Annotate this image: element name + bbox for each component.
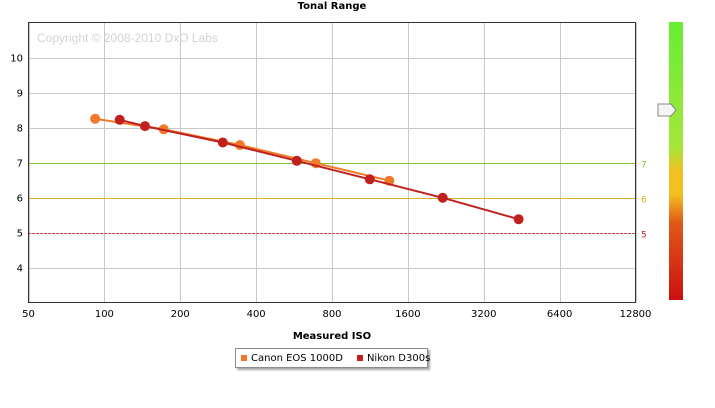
y-tick-label: 10 xyxy=(10,54,23,65)
y-tick-label: 6 xyxy=(17,194,23,205)
chart-title: Tonal Range xyxy=(298,1,367,12)
x-axis-ticks: 50 100 200 400 800 1600 3200 6400 12800 xyxy=(22,309,651,320)
data-point-nikon xyxy=(140,121,150,132)
x-tick-label: 50 xyxy=(22,309,35,320)
y-tick-label: 8 xyxy=(17,124,23,135)
data-point-nikon xyxy=(217,137,228,148)
y-tick-label: 9 xyxy=(17,89,23,100)
data-point-nikon xyxy=(364,174,375,185)
reference-labels: 7 6 5 xyxy=(641,161,647,241)
legend: Canon EOS 1000D Nikon D300s xyxy=(235,348,431,368)
x-tick-label: 800 xyxy=(322,309,341,320)
legend-label-nikon: Nikon D300s xyxy=(366,352,431,364)
series xyxy=(90,113,524,225)
watermark: Copyright © 2008-2010 DxO Labs xyxy=(37,31,218,45)
data-point-nikon xyxy=(513,214,524,225)
data-point-nikon xyxy=(437,192,448,203)
quality-scale-bar xyxy=(669,22,683,300)
x-tick-label: 1600 xyxy=(395,309,420,320)
x-tick-label: 400 xyxy=(247,309,266,320)
legend-swatch-canon xyxy=(241,355,247,361)
y-tick-label: 5 xyxy=(17,229,23,240)
x-tick-label: 3200 xyxy=(471,309,496,320)
legend-label-canon: Canon EOS 1000D xyxy=(251,352,343,364)
legend-entry-nikon[interactable]: Nikon D300s xyxy=(356,352,431,364)
data-point-canon xyxy=(90,113,101,124)
data-point-nikon xyxy=(291,155,302,166)
y-axis-ticks: 4 5 6 7 8 9 10 xyxy=(10,54,23,275)
legend-swatch-nikon xyxy=(356,355,363,361)
scale-indicator-handle[interactable] xyxy=(657,103,677,117)
x-tick-label: 12800 xyxy=(620,309,652,320)
x-tick-label: 200 xyxy=(171,309,190,320)
y-tick-label: 7 xyxy=(17,159,23,170)
x-axis-label: Measured ISO xyxy=(293,331,371,342)
reference-line-label: 6 xyxy=(641,196,647,206)
plot-border xyxy=(28,22,636,303)
x-tick-label: 100 xyxy=(95,309,114,320)
reference-lines xyxy=(28,163,636,234)
legend-entry-canon[interactable]: Canon EOS 1000D xyxy=(241,353,343,364)
reference-line-label: 7 xyxy=(641,161,647,171)
x-tick-label: 6400 xyxy=(547,309,572,320)
y-tick-label: 4 xyxy=(17,264,23,275)
data-point-nikon xyxy=(114,114,125,125)
reference-line-label: 5 xyxy=(641,231,647,241)
